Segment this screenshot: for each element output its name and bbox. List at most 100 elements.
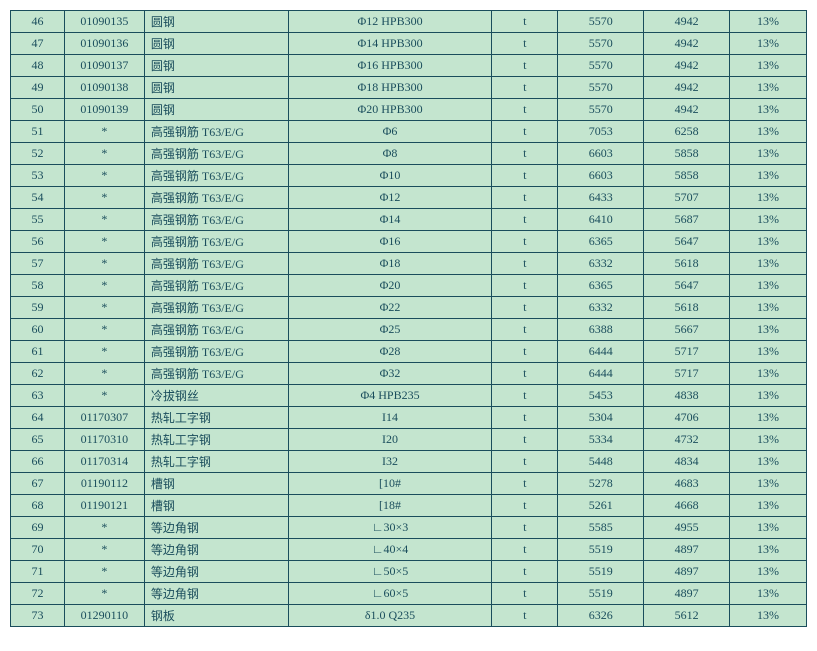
cell-col-1: * <box>64 187 144 209</box>
table-row: 52*高强钢筋 T63/E/GΦ8t6603585813% <box>11 143 807 165</box>
cell-col-0: 52 <box>11 143 65 165</box>
cell-col-1: 01290110 <box>64 605 144 627</box>
cell-col-3: Φ16 HPB300 <box>288 55 492 77</box>
cell-col-2: 槽钢 <box>144 495 288 517</box>
cell-col-2: 高强钢筋 T63/E/G <box>144 143 288 165</box>
table-row: 58*高强钢筋 T63/E/GΦ20t6365564713% <box>11 275 807 297</box>
cell-col-4: t <box>492 165 558 187</box>
cell-col-0: 62 <box>11 363 65 385</box>
cell-col-5: 6388 <box>558 319 644 341</box>
cell-col-4: t <box>492 11 558 33</box>
cell-col-7: 13% <box>730 297 807 319</box>
cell-col-4: t <box>492 473 558 495</box>
cell-col-3: δ1.0 Q235 <box>288 605 492 627</box>
cell-col-5: 5570 <box>558 77 644 99</box>
cell-col-7: 13% <box>730 605 807 627</box>
cell-col-1: 01090139 <box>64 99 144 121</box>
cell-col-3: I20 <box>288 429 492 451</box>
cell-col-1: * <box>64 385 144 407</box>
cell-col-5: 5570 <box>558 55 644 77</box>
cell-col-7: 13% <box>730 77 807 99</box>
cell-col-7: 13% <box>730 209 807 231</box>
cell-col-1: * <box>64 561 144 583</box>
cell-col-5: 6365 <box>558 231 644 253</box>
cell-col-6: 5707 <box>644 187 730 209</box>
cell-col-0: 54 <box>11 187 65 209</box>
cell-col-7: 13% <box>730 165 807 187</box>
cell-col-0: 68 <box>11 495 65 517</box>
cell-col-0: 60 <box>11 319 65 341</box>
cell-col-2: 圆钢 <box>144 55 288 77</box>
cell-col-5: 6410 <box>558 209 644 231</box>
cell-col-7: 13% <box>730 143 807 165</box>
cell-col-1: * <box>64 165 144 187</box>
cell-col-3: [10# <box>288 473 492 495</box>
cell-col-3: ∟40×4 <box>288 539 492 561</box>
table-row: 51*高强钢筋 T63/E/GΦ6t7053625813% <box>11 121 807 143</box>
cell-col-5: 5304 <box>558 407 644 429</box>
cell-col-5: 5570 <box>558 99 644 121</box>
table-row: 59*高强钢筋 T63/E/GΦ22t6332561813% <box>11 297 807 319</box>
cell-col-6: 4897 <box>644 561 730 583</box>
cell-col-2: 高强钢筋 T63/E/G <box>144 187 288 209</box>
cell-col-7: 13% <box>730 231 807 253</box>
cell-col-1: 01170307 <box>64 407 144 429</box>
cell-col-3: Φ14 HPB300 <box>288 33 492 55</box>
cell-col-3: Φ18 HPB300 <box>288 77 492 99</box>
cell-col-2: 高强钢筋 T63/E/G <box>144 253 288 275</box>
cell-col-3: Φ16 <box>288 231 492 253</box>
cell-col-0: 51 <box>11 121 65 143</box>
table-row: 56*高强钢筋 T63/E/GΦ16t6365564713% <box>11 231 807 253</box>
cell-col-4: t <box>492 407 558 429</box>
cell-col-2: 圆钢 <box>144 11 288 33</box>
cell-col-2: 圆钢 <box>144 99 288 121</box>
cell-col-1: 01090138 <box>64 77 144 99</box>
cell-col-2: 钢板 <box>144 605 288 627</box>
cell-col-5: 5334 <box>558 429 644 451</box>
cell-col-5: 5278 <box>558 473 644 495</box>
cell-col-7: 13% <box>730 11 807 33</box>
cell-col-2: 高强钢筋 T63/E/G <box>144 231 288 253</box>
cell-col-1: * <box>64 363 144 385</box>
cell-col-7: 13% <box>730 187 807 209</box>
cell-col-4: t <box>492 605 558 627</box>
cell-col-5: 6444 <box>558 341 644 363</box>
cell-col-1: * <box>64 583 144 605</box>
cell-col-3: ∟30×3 <box>288 517 492 539</box>
cell-col-3: Φ32 <box>288 363 492 385</box>
cell-col-5: 5519 <box>558 539 644 561</box>
cell-col-1: 01190112 <box>64 473 144 495</box>
cell-col-1: * <box>64 517 144 539</box>
cell-col-2: 圆钢 <box>144 77 288 99</box>
cell-col-7: 13% <box>730 319 807 341</box>
cell-col-6: 4942 <box>644 55 730 77</box>
cell-col-5: 5570 <box>558 11 644 33</box>
table-row: 4801090137圆钢Φ16 HPB300t5570494213% <box>11 55 807 77</box>
cell-col-4: t <box>492 275 558 297</box>
cell-col-3: Φ6 <box>288 121 492 143</box>
cell-col-7: 13% <box>730 539 807 561</box>
cell-col-5: 6603 <box>558 143 644 165</box>
table-row: 6701190112槽钢[10#t5278468313% <box>11 473 807 495</box>
cell-col-7: 13% <box>730 517 807 539</box>
cell-col-0: 59 <box>11 297 65 319</box>
table-row: 70*等边角钢∟40×4t5519489713% <box>11 539 807 561</box>
cell-col-2: 槽钢 <box>144 473 288 495</box>
cell-col-3: Φ28 <box>288 341 492 363</box>
cell-col-4: t <box>492 385 558 407</box>
cell-col-5: 5570 <box>558 33 644 55</box>
cell-col-6: 5618 <box>644 297 730 319</box>
table-row: 4701090136圆钢Φ14 HPB300t5570494213% <box>11 33 807 55</box>
cell-col-0: 58 <box>11 275 65 297</box>
cell-col-3: Φ20 HPB300 <box>288 99 492 121</box>
table-row: 6501170310热轧工字钢I20t5334473213% <box>11 429 807 451</box>
cell-col-2: 等边角钢 <box>144 561 288 583</box>
cell-col-1: * <box>64 143 144 165</box>
cell-col-3: Φ12 <box>288 187 492 209</box>
cell-col-6: 4834 <box>644 451 730 473</box>
cell-col-4: t <box>492 55 558 77</box>
cell-col-6: 5687 <box>644 209 730 231</box>
cell-col-7: 13% <box>730 99 807 121</box>
cell-col-5: 5453 <box>558 385 644 407</box>
cell-col-5: 6603 <box>558 165 644 187</box>
